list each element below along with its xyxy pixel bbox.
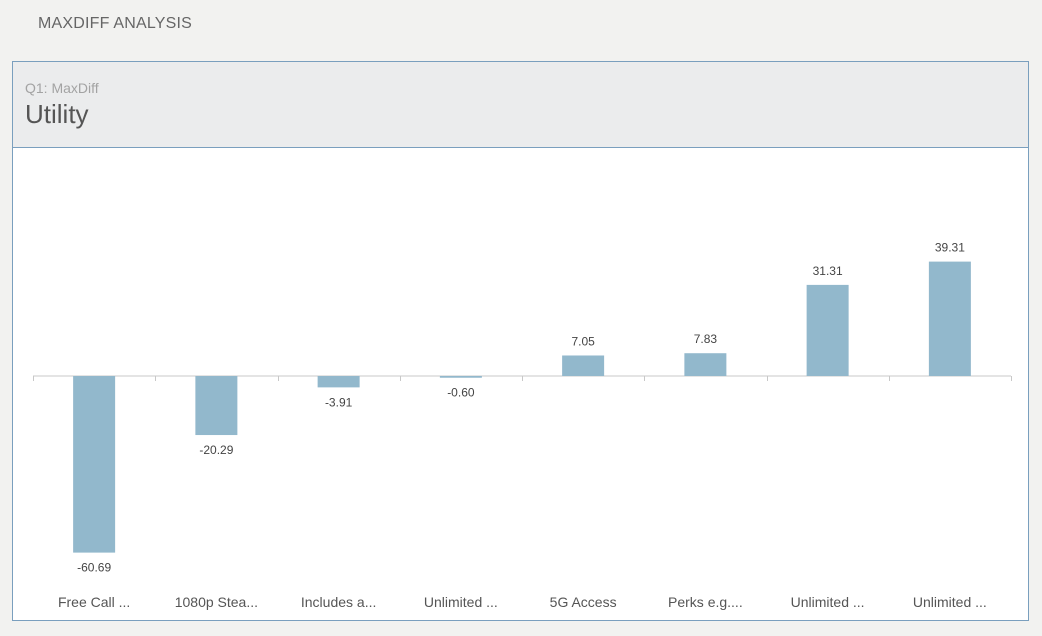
bar-value-label: 7.05 bbox=[571, 334, 595, 348]
category-label: Free Call ... bbox=[58, 594, 130, 610]
bar bbox=[684, 353, 727, 376]
bar bbox=[195, 376, 238, 436]
card-title: Utility bbox=[25, 99, 89, 129]
utility-bar-chart: -60.69 Free Call ... -20.29 1080p Stea... -3… bbox=[33, 241, 1012, 610]
category-label: Unlimited ... bbox=[424, 594, 498, 610]
bar-value-label: -0.60 bbox=[447, 386, 475, 400]
category-label: 5G Access bbox=[550, 594, 617, 610]
bar bbox=[317, 376, 360, 388]
category-label: 1080p Stea... bbox=[175, 594, 258, 610]
bar bbox=[73, 376, 116, 553]
category-label: Unlimited ... bbox=[913, 594, 987, 610]
bar-value-label: -20.29 bbox=[199, 443, 233, 457]
page-heading: MAXDIFF ANALYSIS bbox=[38, 15, 193, 32]
category-label: Unlimited ... bbox=[791, 594, 865, 610]
bar-value-label: -3.91 bbox=[325, 395, 353, 409]
category-label: Perks e.g.... bbox=[668, 594, 743, 610]
card-header: Q1: MaxDiff Utility bbox=[13, 62, 1028, 148]
chart-card: Q1: MaxDiff Utility -60.69 Free Call ... -… bbox=[12, 61, 1029, 621]
bar bbox=[928, 261, 971, 376]
bar-value-label: 7.83 bbox=[694, 332, 718, 346]
card-subtitle: Q1: MaxDiff bbox=[25, 80, 99, 96]
bar-value-label: -60.69 bbox=[77, 561, 111, 575]
category-label: Includes a... bbox=[301, 594, 377, 610]
bar bbox=[562, 355, 605, 376]
bar bbox=[806, 284, 849, 376]
bar bbox=[439, 376, 482, 378]
bar-value-label: 31.31 bbox=[813, 264, 843, 278]
bar-value-label: 39.31 bbox=[935, 241, 965, 255]
